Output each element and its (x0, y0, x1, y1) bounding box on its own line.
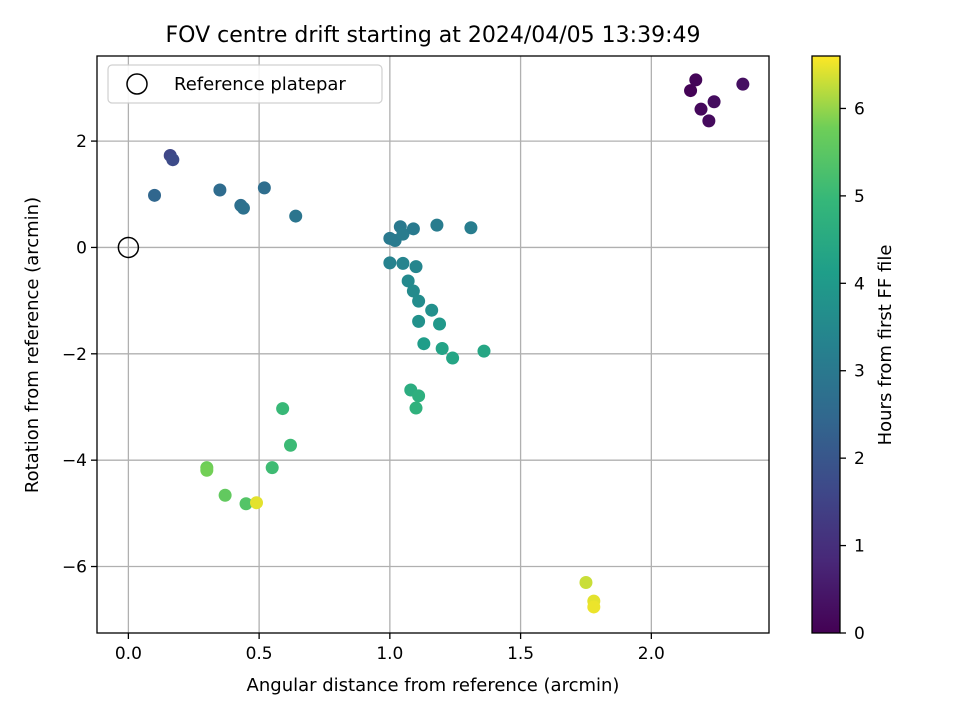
colorbar-tick-label: 0 (854, 624, 865, 644)
data-point (430, 218, 444, 232)
colorbar-tick-label: 6 (854, 99, 865, 119)
x-tick-label: 0.0 (115, 644, 142, 664)
data-point (396, 256, 410, 270)
legend-box (107, 64, 383, 104)
reference-platepar-marker (117, 236, 140, 259)
plot-frame (96, 55, 770, 634)
x-tick-label: 2.0 (638, 644, 665, 664)
x-axis-label: Angular distance from reference (arcmin) (247, 675, 620, 696)
data-point (412, 314, 426, 328)
colorbar-tick-label: 3 (854, 362, 865, 382)
x-tick-label: 0.5 (246, 644, 273, 664)
data-point (412, 294, 426, 308)
y-tick-label: −6 (62, 558, 87, 578)
data-point (276, 402, 290, 416)
data-point (702, 114, 716, 128)
data-point (464, 221, 478, 235)
data-point (218, 488, 232, 502)
data-point (257, 181, 271, 195)
y-axis-ticks: −6 −4 −2 0 2 (62, 132, 97, 578)
data-point (694, 102, 708, 116)
x-tick-label: 1.0 (376, 644, 403, 664)
x-tick-label: 1.5 (507, 644, 534, 664)
data-point (406, 222, 420, 236)
y-axis-label: Rotation from reference (arcmin) (22, 197, 43, 493)
colorbar-ticks: 0 1 2 3 4 5 6 (840, 99, 865, 644)
data-point (148, 188, 162, 202)
colorbar: 0 1 2 3 4 5 6 Hours from first FF file (811, 55, 896, 644)
data-point (406, 284, 420, 298)
data-point (417, 337, 431, 351)
data-point (289, 209, 303, 223)
data-point (689, 73, 703, 87)
data-point (236, 201, 250, 215)
colorbar-tick-label: 4 (854, 274, 865, 294)
y-tick-label: −4 (62, 451, 87, 471)
data-point (265, 461, 279, 475)
data-point (579, 575, 593, 589)
data-point (200, 463, 214, 477)
legend-entry-reference: Reference platepar (174, 74, 346, 95)
data-point (587, 600, 601, 614)
y-tick-label: 0 (76, 238, 87, 258)
y-tick-label: 2 (76, 132, 87, 152)
data-point (409, 401, 423, 415)
data-point (383, 256, 397, 270)
colorbar-gradient (812, 56, 840, 633)
legend: Reference platepar (107, 64, 383, 104)
data-point (409, 260, 423, 274)
colorbar-frame (811, 55, 841, 634)
data-point (684, 84, 698, 98)
data-point (283, 438, 297, 452)
data-point (412, 389, 426, 403)
data-point (396, 227, 410, 241)
x-axis-ticks: 0.0 0.5 1.0 1.5 2.0 (115, 633, 665, 664)
data-point (250, 496, 264, 510)
colorbar-tick-label: 2 (854, 449, 865, 469)
grid-lines (97, 56, 769, 633)
data-point (401, 274, 415, 288)
colorbar-tick-label: 1 (854, 537, 865, 557)
data-point (707, 95, 721, 109)
data-point (239, 497, 253, 511)
data-point (736, 77, 750, 91)
data-point (166, 153, 180, 167)
reference-marker-layer (117, 236, 140, 259)
colorbar-tick-label: 5 (854, 187, 865, 207)
data-point (446, 351, 460, 365)
data-points (148, 73, 750, 614)
data-point (213, 183, 227, 197)
chart-title: FOV centre drift starting at 2024/04/05 … (166, 23, 701, 48)
legend-reference-marker (126, 73, 148, 95)
data-point (477, 344, 491, 358)
data-point (425, 303, 439, 317)
colorbar-label: Hours from first FF file (875, 245, 896, 446)
data-point (435, 341, 449, 355)
data-point (433, 317, 447, 331)
y-tick-label: −2 (62, 345, 87, 365)
